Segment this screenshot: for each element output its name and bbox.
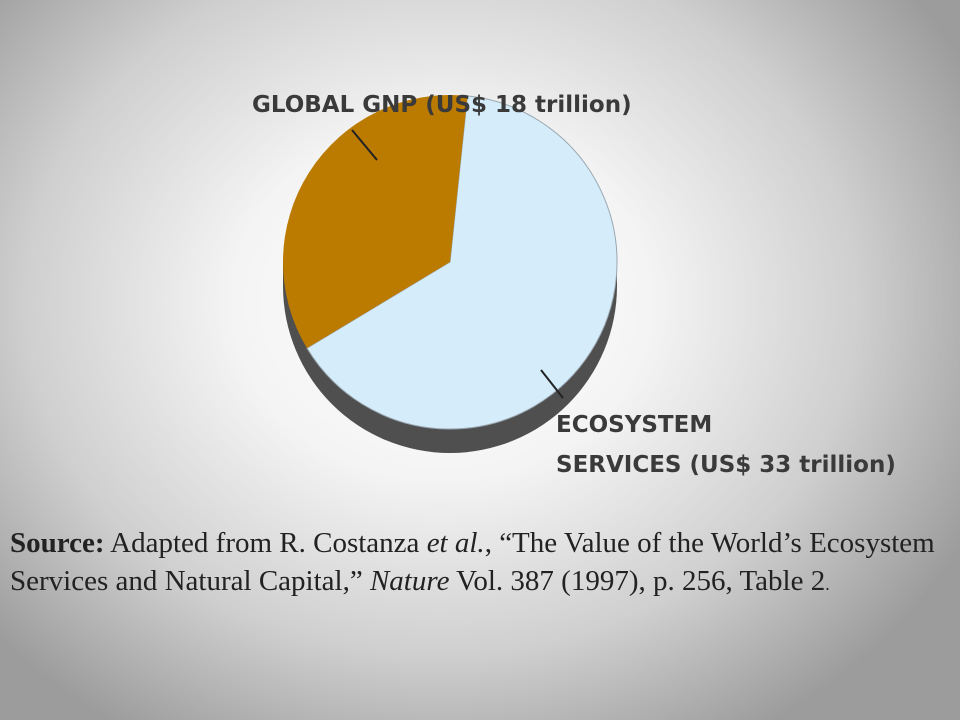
source-end: . — [825, 574, 830, 594]
leader-line-ecosystem-services — [540, 369, 564, 399]
source-journal: Nature — [369, 565, 450, 597]
source-text-1: Adapted from R. Costanza — [104, 527, 427, 559]
slice-label-ecosystem-services-line-1: ECOSYSTEM — [556, 412, 712, 438]
slice-label-ecosystem-services-line-2: SERVICES (US$ 33 trillion) — [556, 452, 896, 478]
source-text-3: Vol. 387 (1997), p. 256, Table 2 — [449, 565, 826, 597]
pie-slice-ecosystem-services — [306, 95, 618, 430]
leader-line-global-gnp — [351, 129, 378, 161]
pie-slice-global-gnp — [282, 94, 468, 349]
source-et-al: et al. — [426, 527, 485, 559]
source-lead: Source: — [10, 527, 105, 559]
pie-chart: GLOBAL GNP (US$ 18 trillion) ECOSYSTEM SER… — [252, 92, 896, 478]
source-text-2: , “The Value of the World’s Ecosystem Se… — [10, 527, 935, 597]
slice-label-global-gnp: GLOBAL GNP (US$ 18 trillion) — [252, 92, 632, 118]
source-citation: Source: Adapted from R. Costanza et al.,… — [10, 524, 950, 603]
